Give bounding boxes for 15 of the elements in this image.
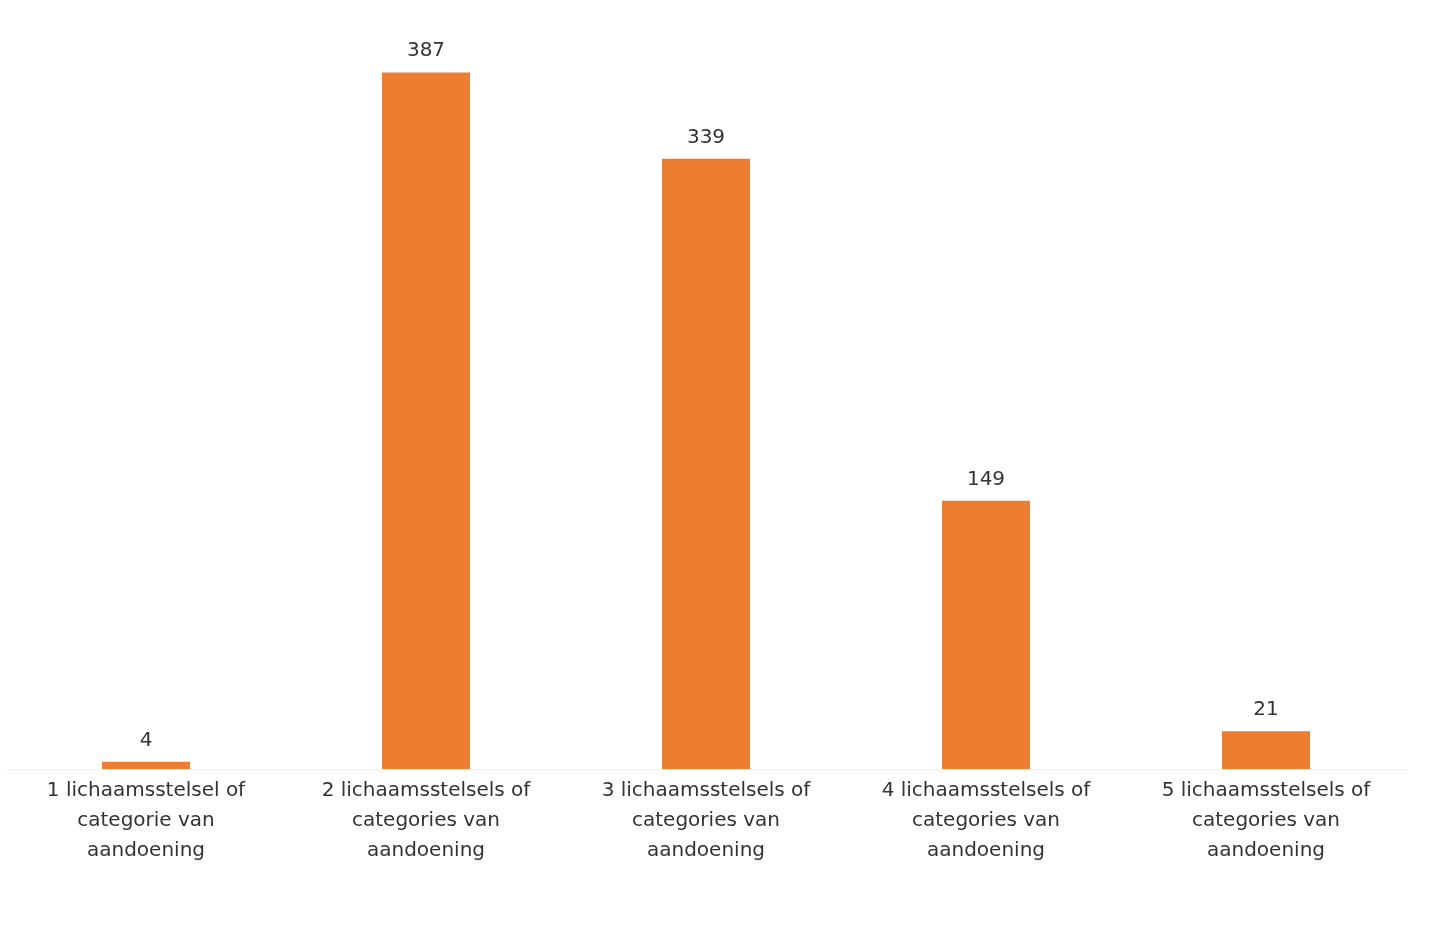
data-label: 21 bbox=[1253, 696, 1279, 721]
data-label: 387 bbox=[406, 37, 446, 62]
data-label: 149 bbox=[966, 465, 1006, 490]
x-tick-label: 5 lichaamsstelsels of categories van aandoening bbox=[1161, 776, 1372, 861]
bar bbox=[662, 158, 750, 769]
x-tick-label: 3 lichaamsstelsels of categories van aandoening bbox=[601, 776, 812, 861]
x-tick-label: 2 lichaamsstelsels of categories van aandoening bbox=[321, 776, 532, 861]
x-tick-label: 1 lichaamsstelsel of categorie van aandoening bbox=[46, 776, 247, 861]
bar bbox=[942, 500, 1030, 769]
data-label: 4 bbox=[139, 726, 153, 751]
data-label: 339 bbox=[686, 123, 726, 148]
x-tick-label: 4 lichaamsstelsels of categories van aandoening bbox=[881, 776, 1092, 861]
bar bbox=[382, 72, 470, 769]
bar bbox=[102, 761, 190, 769]
bar bbox=[1222, 731, 1310, 769]
